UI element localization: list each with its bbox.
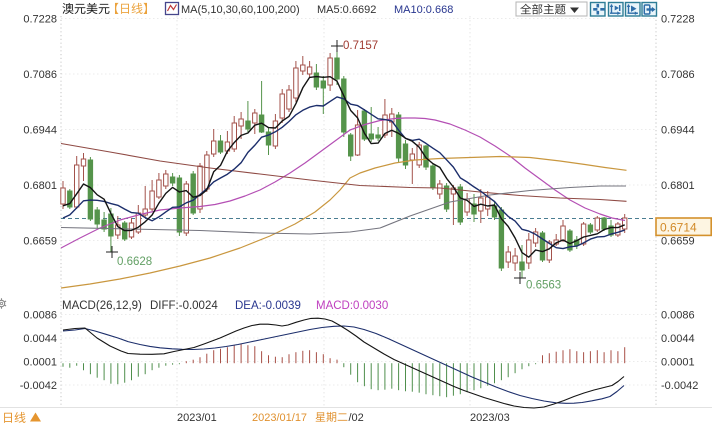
svg-text:0.6944: 0.6944 [23,125,57,137]
svg-text:2023/01/17: 2023/01/17 [252,412,307,424]
svg-text:0.6659: 0.6659 [23,236,57,248]
svg-text:0.0044: 0.0044 [23,333,57,345]
svg-text:MACD:0.0030: MACD:0.0030 [316,300,388,312]
svg-text:0.7086: 0.7086 [661,69,695,81]
svg-text:2023/01: 2023/01 [177,412,217,424]
svg-text:0.7228: 0.7228 [23,14,57,26]
svg-text:DEA:-0.0039: DEA:-0.0039 [235,300,301,312]
svg-text:0.6714: 0.6714 [660,221,697,235]
svg-text:0.6628: 0.6628 [117,256,152,268]
svg-text:-0.0042: -0.0042 [20,380,57,392]
svg-text:DIFF:-0.0024: DIFF:-0.0024 [150,300,218,312]
svg-text:0.6944: 0.6944 [661,125,695,137]
svg-text:0.6801: 0.6801 [661,180,695,192]
svg-text:MA5:0.6692: MA5:0.6692 [317,4,376,16]
svg-text:MA10:0.668: MA10:0.668 [394,4,453,16]
svg-text:-0.0042: -0.0042 [661,380,698,392]
svg-text:0.0001: 0.0001 [23,357,57,369]
svg-text:2023/03: 2023/03 [470,412,510,424]
svg-text:0.6659: 0.6659 [661,236,695,248]
svg-text:0.6563: 0.6563 [526,280,561,292]
svg-text:MA(5,10,30,60,100,200): MA(5,10,30,60,100,200) [181,4,300,16]
svg-text:0.0044: 0.0044 [661,333,695,345]
svg-text:0.7228: 0.7228 [661,14,695,26]
svg-text:MACD(26,12,9): MACD(26,12,9) [62,300,142,312]
svg-text:0.6801: 0.6801 [23,180,57,192]
svg-text:0.7157: 0.7157 [343,40,378,52]
svg-text:0.0086: 0.0086 [23,310,57,322]
svg-text:0.7086: 0.7086 [23,69,57,81]
svg-text:0.0086: 0.0086 [661,310,695,322]
svg-text:0.0001: 0.0001 [661,357,695,369]
